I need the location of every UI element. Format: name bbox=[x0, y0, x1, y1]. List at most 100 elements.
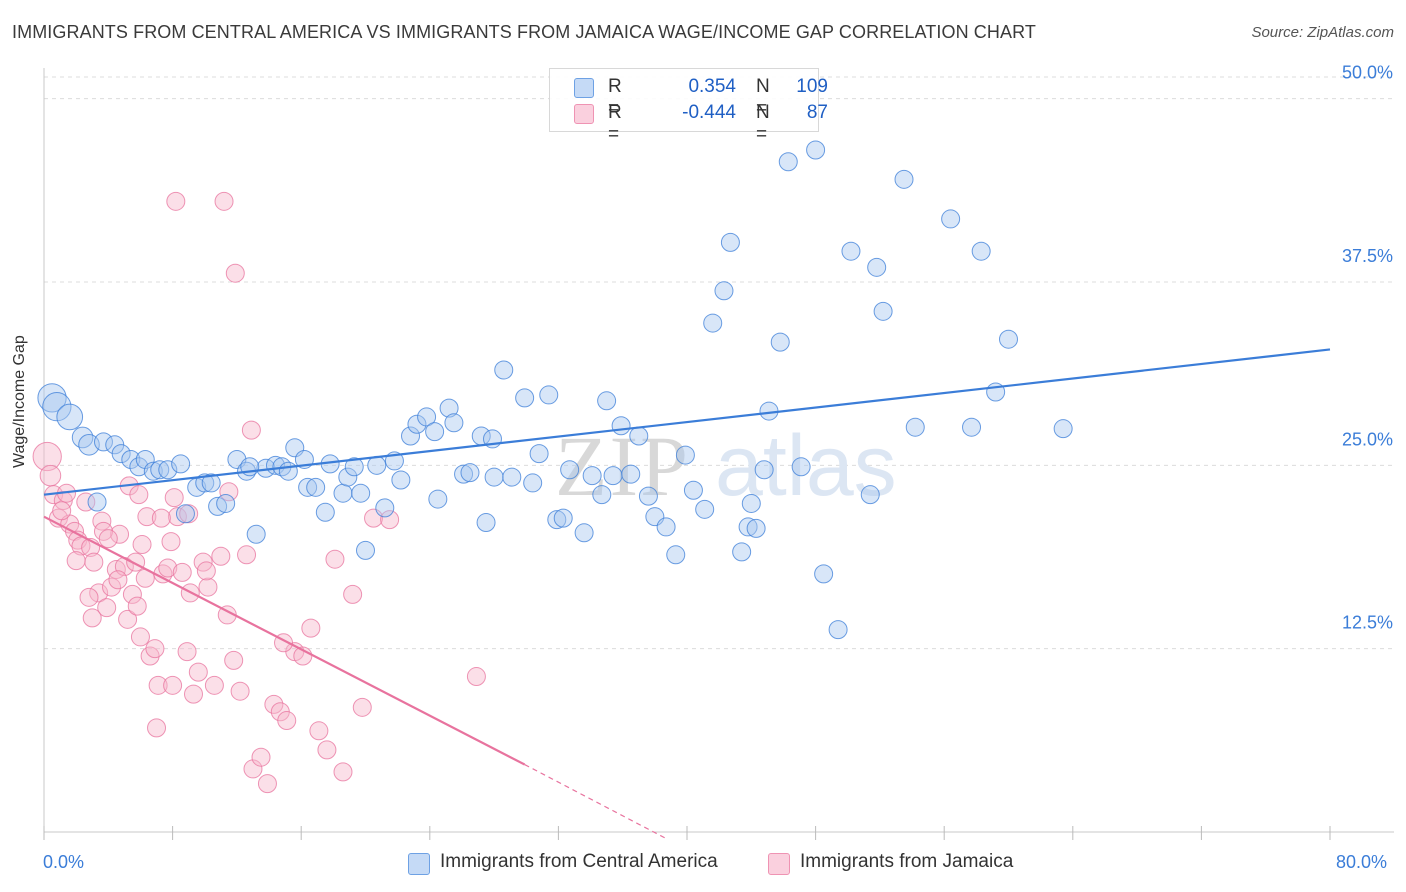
jamaica-point bbox=[84, 552, 104, 572]
central-america-point bbox=[121, 449, 141, 469]
jamaica-point bbox=[132, 535, 152, 555]
central-america-point bbox=[143, 461, 163, 481]
central-america-point bbox=[42, 392, 72, 422]
y-tick-label: 37.5% bbox=[1342, 246, 1393, 266]
jamaica-point bbox=[166, 191, 186, 211]
central-america-point bbox=[714, 281, 734, 301]
central-america-point bbox=[720, 232, 740, 252]
central-america-point bbox=[770, 332, 790, 352]
source-label: Source: ZipAtlas.com bbox=[1251, 24, 1394, 41]
central-america-point bbox=[417, 407, 437, 427]
central-america-point bbox=[791, 457, 811, 477]
jamaica-point bbox=[129, 485, 149, 505]
central-america-point bbox=[150, 460, 170, 480]
jamaica-point bbox=[309, 721, 329, 741]
central-america-point bbox=[87, 492, 107, 512]
central-america-point bbox=[502, 467, 522, 487]
legend-swatch-blue bbox=[408, 853, 430, 875]
central-america-point bbox=[158, 460, 178, 480]
central-america-point bbox=[999, 329, 1018, 349]
legend-n-label: N = bbox=[756, 102, 770, 145]
central-america-point bbox=[860, 485, 880, 505]
central-america-point bbox=[425, 422, 445, 442]
jamaica-point bbox=[198, 577, 218, 597]
central-america-point bbox=[738, 517, 758, 537]
central-america-point bbox=[666, 545, 686, 565]
central-america-point bbox=[894, 169, 914, 189]
central-america-point bbox=[778, 152, 798, 172]
jamaica-point bbox=[158, 558, 178, 578]
jamaica-point bbox=[264, 694, 284, 714]
central-america-point bbox=[603, 466, 623, 486]
central-america-point bbox=[638, 486, 658, 506]
jamaica-point bbox=[219, 482, 239, 502]
central-america-point bbox=[732, 542, 752, 562]
central-america-point bbox=[814, 564, 834, 584]
jamaica-point bbox=[52, 501, 72, 521]
watermark-atlas: atlas bbox=[715, 418, 897, 514]
jamaica-point bbox=[183, 684, 203, 704]
jamaica-point bbox=[301, 618, 321, 638]
jamaica-point bbox=[251, 747, 271, 767]
jamaica-point bbox=[164, 488, 184, 508]
jamaica-trend-line-extension bbox=[524, 764, 668, 840]
jamaica-point bbox=[122, 584, 142, 604]
central-america-point bbox=[93, 432, 113, 452]
central-america-point bbox=[439, 398, 459, 418]
central-america-point bbox=[171, 454, 191, 474]
central-america-point bbox=[391, 470, 411, 490]
central-america-point bbox=[460, 463, 480, 483]
central-america-point bbox=[454, 464, 474, 484]
central-america-point bbox=[683, 480, 703, 500]
central-america-point bbox=[873, 301, 893, 321]
central-america-point bbox=[611, 416, 631, 436]
jamaica-point bbox=[352, 697, 372, 717]
central-america-point bbox=[1053, 419, 1073, 439]
jamaica-point bbox=[161, 532, 181, 552]
legend-label-jamaica: Immigrants from Jamaica bbox=[800, 851, 1014, 872]
jamaica-point bbox=[277, 711, 297, 731]
central-america-point bbox=[675, 445, 695, 465]
legend-r-label: R = bbox=[608, 76, 622, 119]
jamaica-point bbox=[257, 774, 277, 794]
jamaica-point bbox=[126, 552, 146, 572]
central-america-point bbox=[629, 426, 649, 446]
central-america-point bbox=[806, 140, 826, 160]
central-america-point bbox=[905, 417, 925, 437]
central-america-point bbox=[216, 493, 236, 513]
jamaica-point bbox=[92, 511, 112, 531]
legend-r-value: 0.354 bbox=[688, 76, 736, 97]
central-america-point bbox=[401, 426, 421, 446]
central-america-point bbox=[135, 449, 155, 469]
central-america-point bbox=[656, 517, 676, 537]
jamaica-point bbox=[108, 570, 128, 590]
central-america-point bbox=[444, 413, 464, 433]
jamaica-point bbox=[243, 759, 263, 779]
legend-swatch-pink bbox=[768, 853, 790, 875]
jamaica-point bbox=[317, 740, 337, 760]
central-america-point bbox=[56, 403, 84, 431]
jamaica-point bbox=[145, 639, 165, 659]
central-america-point bbox=[78, 434, 100, 456]
central-america-point bbox=[111, 444, 131, 464]
trend-lines bbox=[43, 348, 1331, 840]
central-america-point bbox=[129, 457, 149, 477]
central-america-point bbox=[333, 483, 353, 503]
central-america-point bbox=[338, 467, 358, 487]
legend-n-value: 87 bbox=[806, 102, 828, 123]
central-america-points bbox=[37, 140, 1073, 640]
legend-swatch-blue bbox=[574, 78, 594, 98]
jamaica-point bbox=[98, 529, 118, 549]
central-america-point bbox=[529, 444, 549, 464]
y-axis-label: Wage/Income Gap bbox=[11, 335, 28, 468]
jamaica-point bbox=[177, 642, 197, 662]
central-america-point bbox=[175, 504, 195, 524]
central-america-point bbox=[828, 620, 848, 640]
jamaica-point bbox=[71, 536, 91, 556]
jamaica-point bbox=[211, 546, 231, 566]
legend-n-label: N = bbox=[756, 76, 770, 119]
central-america-point bbox=[592, 485, 612, 505]
x-tick-label-max: 80.0% bbox=[1336, 852, 1388, 872]
jamaica-point bbox=[66, 551, 86, 571]
central-america-point bbox=[315, 502, 335, 522]
